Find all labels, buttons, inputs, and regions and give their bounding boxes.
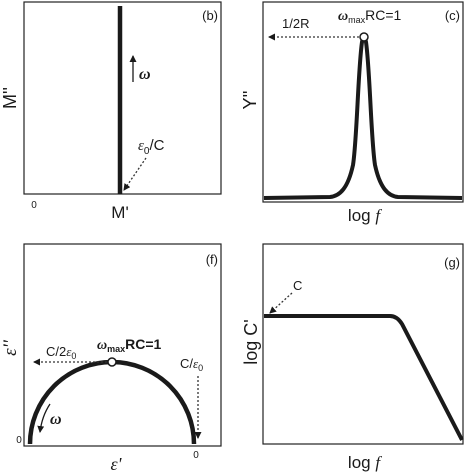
semicircle-peak-condition: ωmaxRC=1 [97,336,162,354]
panel-b-x-label: M' [111,203,128,222]
panel-f-frame [23,243,222,447]
panel-c-tag: (c) [445,8,460,23]
panel-b-frame [23,1,222,195]
semicircle-arc [27,359,197,445]
panel-f-origin-right: 0 [193,450,199,461]
panel-b-tag: (b) [202,8,218,23]
omega-curved-arrow [37,403,51,433]
semicircle-right-value: C/ε0 [180,356,203,373]
panel-c-y-label: Y'' [240,91,260,110]
semicircle-peak-marker [107,357,117,367]
semicircle-peak-value: C/2ε0 [46,344,76,361]
peak-marker [359,32,369,42]
panel-g-x-label: log f [348,453,382,472]
panel-b-omega-label: ω [139,66,151,83]
panel-b-y-label: M'' [0,87,20,109]
panel-b-point-arrow [123,157,147,191]
capacitance-curve [264,314,464,441]
plateau-label: C [293,278,302,293]
panel-f-x-label: ε' [111,454,123,474]
panel-c-x-label: log f [348,206,382,225]
panel-f-origin-left: 0 [16,435,22,446]
panel-b-origin: 0 [31,200,37,211]
panel-f: C/2ε0 ωmaxRC=1 C/ε0 ω (f) ε'' 0 0 ε' [0,243,222,474]
peak-condition-label: ωmaxRC=1 [338,7,402,25]
panel-g-y-label: log C' [241,319,261,364]
panel-c: 1/2R ωmaxRC=1 (c) Y'' log f [240,1,464,225]
panel-g-tag: (g) [444,255,460,270]
panel-b-point-label: ε0/C [138,137,165,157]
panel-b: (b) M'' 0 M' ω ε0/C [0,1,222,222]
panel-f-y-label: ε'' [0,339,21,356]
panel-f-omega-label: ω [50,411,62,428]
panel-g: C (g) log C' log f [241,243,464,472]
lorentzian-peak-curve [263,36,463,200]
panel-f-tag: (f) [206,252,218,267]
panel-c-frame [262,1,464,203]
plateau-arrow [269,292,293,314]
peak-value-label: 1/2R [282,16,309,31]
panel-g-frame [262,243,464,445]
